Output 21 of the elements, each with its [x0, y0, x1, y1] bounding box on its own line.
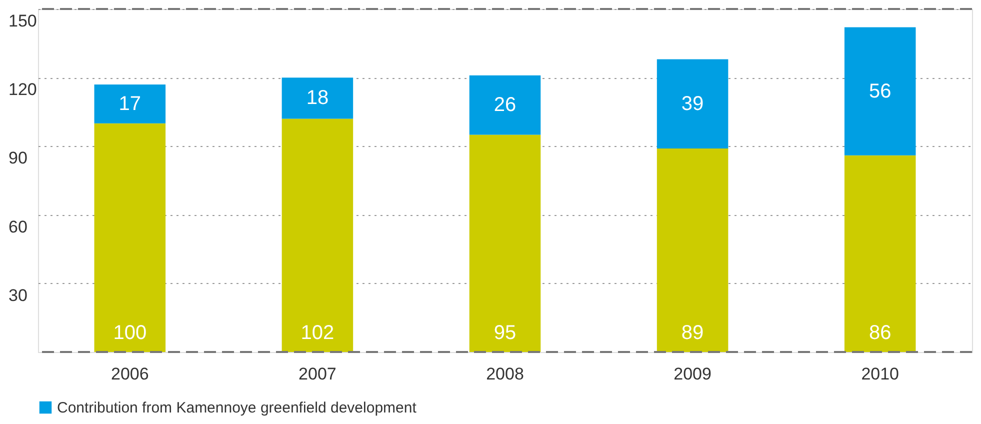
x-tick-label: 2009	[674, 364, 712, 384]
data-label: 17	[118, 92, 142, 115]
y-tick-label: 150	[8, 12, 37, 30]
data-label: 102	[300, 322, 334, 344]
data-label: 39	[681, 92, 704, 115]
data-label: 100	[113, 322, 147, 344]
x-tick-label: 2006	[110, 364, 149, 384]
y-tick-label: 30	[8, 286, 28, 305]
data-label: 56	[868, 80, 892, 102]
data-label: 95	[494, 322, 516, 344]
data-label: 18	[306, 87, 329, 110]
data-label: 86	[868, 322, 892, 344]
data-label: 89	[681, 322, 704, 344]
x-tick-label: 2010	[861, 364, 900, 384]
x-tick-label: 2008	[486, 364, 524, 384]
x-tick-label: 2007	[298, 364, 336, 384]
data-label: 26	[494, 94, 516, 116]
y-tick-label: 60	[8, 217, 28, 236]
y-tick-label: 120	[8, 80, 37, 100]
y-tick-label: 90	[8, 148, 28, 168]
legend-label: Contribution from Kamennoye greenfield development	[57, 400, 418, 416]
